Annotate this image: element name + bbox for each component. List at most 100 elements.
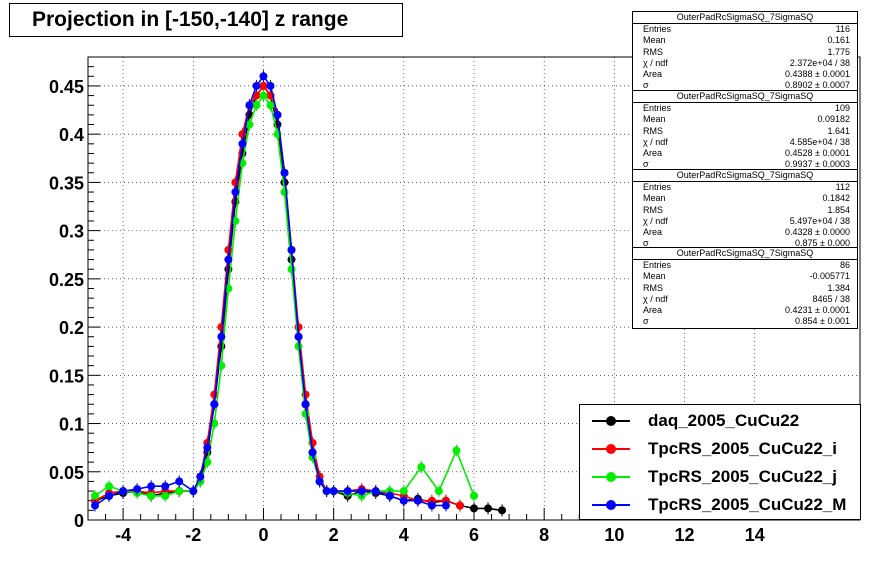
stats-label: χ / ndf [643,137,668,148]
stats-value: 0.4528 ± 0.0001 [785,148,850,159]
data-point [231,188,239,196]
data-point [91,502,99,510]
x-tick-label: 4 [399,525,409,545]
data-point [266,101,274,109]
stats-box-name: OuterPadRcSigmaSQ_7SigmaSQ [633,91,857,103]
stats-row: χ / ndf 4.585e+04 / 38 [633,137,857,148]
data-point [189,487,197,495]
stats-row: Mean 0.09182 [633,114,857,125]
legend-marker [606,416,616,426]
stats-row: Entries 116 [633,24,857,35]
data-point [238,140,246,148]
stats-label: Entries [643,24,671,35]
stats-box-name: OuterPadRcSigmaSQ_7SigmaSQ [633,12,857,24]
data-point [288,246,296,254]
stats-value: 2.372e+04 / 38 [790,58,850,69]
stats-label: Area [643,227,662,238]
stats-value: 86 [840,260,850,271]
data-point [231,178,239,186]
data-point [119,487,127,495]
stats-box: OuterPadRcSigmaSQ_7SigmaSQ Entries 116 Mean… [632,11,858,93]
stats-label: Mean [643,193,666,204]
stats-row: RMS 1.641 [633,126,857,137]
stats-row: RMS 1.775 [633,47,857,58]
data-point [386,492,394,500]
data-point [133,485,141,493]
data-point [245,101,253,109]
stats-label: Entries [643,182,671,193]
stats-label: σ [643,316,649,327]
y-tick-label: 0.45 [49,77,84,97]
stats-label: χ / ndf [643,216,668,227]
x-tick-label: -4 [115,525,131,545]
data-point [498,506,506,514]
stats-value: 4.585e+04 / 38 [790,137,850,148]
data-point [210,400,218,408]
stats-label: Area [643,148,662,159]
stats-value: 112 [836,182,850,193]
x-tick-label: 12 [675,525,695,545]
legend-entry: TpcRS_2005_CuCu22_j [580,463,860,491]
stats-label: Area [643,69,662,80]
legend-marker [606,472,616,482]
data-point [302,400,310,408]
data-point [435,487,443,495]
x-tick-label: 8 [539,525,549,545]
data-point [175,487,183,495]
data-point [414,497,422,505]
stats-box-name: OuterPadRcSigmaSQ_7SigmaSQ [633,170,857,182]
y-tick-label: 0.1 [59,415,84,435]
stats-value: 0.4231 ± 0.0001 [785,305,850,316]
stats-row: χ / ndf 2.372e+04 / 38 [633,58,857,69]
data-point [161,482,169,490]
legend-entry: daq_2005_CuCu22 [580,407,860,435]
stats-value: 8465 / 38 [812,294,850,305]
stats-row: Entries 112 [633,182,857,193]
stats-row: χ / ndf 5.497e+04 / 38 [633,216,857,227]
stats-value: -0.005771 [809,271,850,282]
legend-label: daq_2005_CuCu22 [648,411,799,431]
stats-label: Mean [643,271,666,282]
y-tick-label: 0.4 [59,125,84,145]
stats-value: 1.775 [827,47,850,58]
data-point [484,504,492,512]
x-tick-label: 0 [258,525,268,545]
data-point [252,82,260,90]
legend-label: TpcRS_2005_CuCu22_j [648,467,837,487]
stats-row: Entries 109 [633,103,857,114]
stats-label: Entries [643,103,671,114]
data-point [175,477,183,485]
stats-row: RMS 1.384 [633,283,857,294]
stats-row: Area 0.4388 ± 0.0001 [633,69,857,80]
stats-row: χ / ndf 8465 / 38 [633,294,857,305]
x-tick-label: 6 [469,525,479,545]
data-point [442,502,450,510]
data-point [400,497,408,505]
data-point [470,504,478,512]
stats-value: 0.854 ± 0.001 [795,316,850,327]
stats-label: Entries [643,260,671,271]
stats-value: 5.497e+04 / 38 [790,216,850,227]
y-tick-label: 0.05 [49,463,84,483]
data-point [323,487,331,495]
legend-marker [606,444,616,454]
stats-value: 109 [835,103,850,114]
data-point [400,487,408,495]
stats-label: χ / ndf [643,58,668,69]
stats-label: RMS [643,205,663,216]
stats-value: 1.384 [827,283,850,294]
stats-row: Area 0.4231 ± 0.0001 [633,305,857,316]
stats-value: 0.161 [827,35,850,46]
data-point [217,333,225,341]
data-point [91,492,99,500]
stats-row: Area 0.4528 ± 0.0001 [633,148,857,159]
data-point [281,169,289,177]
stats-value: 0.4328 ± 0.0000 [785,227,850,238]
data-point [266,82,274,90]
data-point [161,492,169,500]
data-point [196,473,204,481]
y-tick-label: 0.2 [59,318,84,338]
stats-value: 0.4388 ± 0.0001 [785,69,850,80]
stats-value: 1.641 [827,126,850,137]
x-tick-label: 10 [604,525,624,545]
